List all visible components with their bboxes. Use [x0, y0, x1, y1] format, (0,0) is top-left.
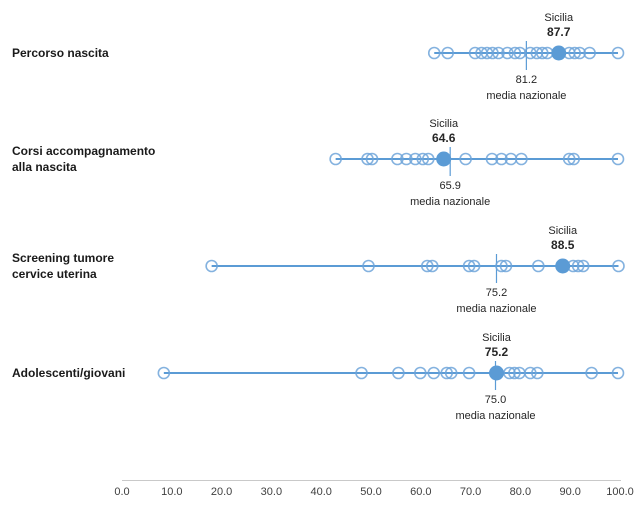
region-point — [441, 46, 454, 60]
x-axis-tick-label: 40.0 — [310, 486, 332, 498]
sicilia-value: 64.6 — [432, 131, 456, 145]
region-point — [414, 366, 427, 380]
x-axis-tick-label: 30.0 — [260, 486, 283, 498]
region-point — [425, 259, 439, 273]
region-point — [459, 152, 472, 166]
region-point — [583, 46, 596, 60]
region-point — [355, 366, 368, 380]
category-label: Corsi accompagnamento alla nascita — [12, 144, 156, 174]
region-point — [157, 366, 171, 380]
sicilia-point — [436, 151, 452, 167]
region-point — [499, 259, 513, 273]
region-point — [400, 152, 413, 166]
national-mean-value: 81.2 — [515, 74, 538, 86]
region-point — [444, 366, 458, 380]
region-point — [611, 152, 625, 166]
national-mean-caption: media nazionale — [456, 303, 537, 315]
x-axis-tick-label: 0.0 — [114, 486, 130, 498]
region-point — [462, 366, 476, 380]
region-point — [427, 366, 441, 380]
region-point — [612, 259, 625, 273]
region-point — [611, 46, 625, 60]
region-point — [409, 152, 422, 166]
national-mean-value: 75.2 — [485, 287, 508, 299]
region-point — [420, 259, 434, 273]
region-point — [568, 46, 581, 60]
category-label: Screening tumore cervice uterina — [12, 251, 115, 281]
region-point — [361, 152, 374, 166]
x-axis-tick-label: 50.0 — [360, 486, 382, 498]
x-axis-tick-label: 10.0 — [161, 486, 183, 498]
region-point — [576, 259, 590, 273]
region-point — [495, 259, 508, 273]
region-point — [486, 46, 499, 60]
region-point — [462, 259, 476, 273]
region-point — [492, 46, 505, 60]
region-point — [515, 152, 528, 166]
x-axis-tick-label: 70.0 — [459, 486, 482, 498]
region-point — [329, 152, 342, 166]
x-axis-tick-label: 100.0 — [606, 486, 634, 498]
region-point — [531, 366, 544, 380]
region-point — [524, 46, 537, 60]
region-point — [532, 259, 545, 273]
region-point — [427, 46, 441, 60]
region-point — [524, 366, 537, 380]
region-point — [421, 152, 435, 166]
region-point — [585, 366, 598, 380]
sicilia-label: Sicilia — [544, 12, 574, 24]
national-mean-value: 65.9 — [439, 180, 461, 192]
sicilia-label: Sicilia — [429, 118, 459, 130]
region-point — [416, 152, 430, 166]
sicilia-point — [488, 365, 504, 381]
sicilia-point — [551, 45, 567, 61]
region-point — [495, 152, 508, 166]
category-label: Percorso nascita — [12, 46, 109, 60]
sicilia-label: Sicilia — [482, 332, 511, 344]
x-axis-tick-label: 90.0 — [559, 486, 581, 498]
x-axis-tick-label: 20.0 — [210, 486, 233, 498]
region-point — [611, 366, 625, 380]
region-point — [365, 152, 379, 166]
region-point — [205, 259, 218, 273]
category-label: Adolescenti/giovani — [12, 366, 126, 380]
sicilia-value: 87.7 — [547, 25, 571, 39]
x-axis-line — [122, 480, 621, 481]
x-axis-tick-label: 60.0 — [410, 486, 432, 498]
region-point — [485, 152, 499, 166]
national-mean-caption: media nazionale — [455, 410, 536, 422]
region-point — [468, 46, 482, 60]
national-mean-caption: media nazionale — [410, 196, 491, 208]
region-point — [508, 46, 522, 60]
region-point — [571, 259, 585, 273]
region-point — [392, 366, 405, 380]
region-point — [536, 46, 549, 60]
region-point — [508, 366, 521, 380]
national-mean-caption: media nazionale — [486, 90, 567, 102]
national-mean-value: 75.0 — [484, 394, 507, 406]
sicilia-point — [555, 258, 571, 274]
region-point — [391, 152, 404, 166]
x-axis-tick-label: 80.0 — [509, 486, 532, 498]
region-point — [573, 46, 586, 60]
region-point — [467, 259, 481, 273]
region-point — [440, 366, 453, 380]
region-point — [362, 259, 375, 273]
region-point — [562, 152, 576, 166]
sicilia-value: 75.2 — [484, 345, 509, 359]
sicilia-label: Sicilia — [548, 225, 578, 237]
region-point — [567, 152, 580, 166]
region-point — [501, 46, 514, 60]
sicilia-value: 88.5 — [551, 238, 575, 252]
